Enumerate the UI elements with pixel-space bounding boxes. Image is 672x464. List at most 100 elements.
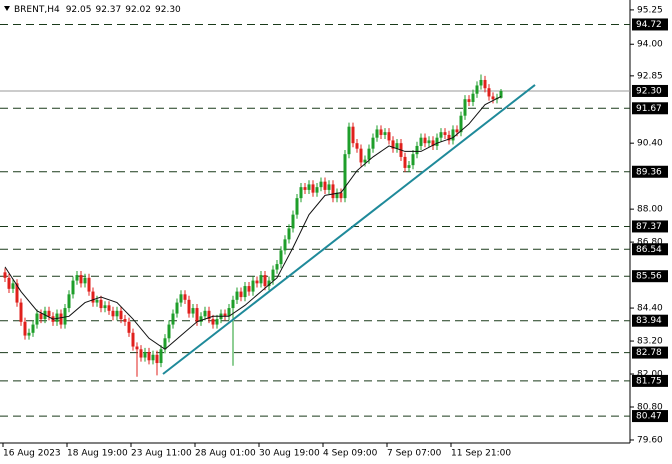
candle-body xyxy=(127,321,131,333)
header-ohlc: 92.05 xyxy=(66,5,92,15)
candle-body xyxy=(155,354,159,364)
moving-average xyxy=(4,96,502,350)
candle-body xyxy=(239,291,243,298)
candle-body xyxy=(31,324,35,333)
candle-body xyxy=(311,184,315,193)
level-label-box xyxy=(632,374,668,387)
candle-body xyxy=(395,143,399,149)
candle-body xyxy=(307,184,311,190)
candle-body xyxy=(39,313,43,320)
candle-body xyxy=(299,187,303,199)
candle-body xyxy=(391,140,395,149)
collapse-arrow[interactable] xyxy=(4,6,10,11)
candle-body xyxy=(11,283,15,289)
candle-body xyxy=(431,140,435,146)
x-tick-label: 4 Sep 09:00 xyxy=(323,449,378,459)
candle-body xyxy=(35,313,39,325)
candle-body xyxy=(3,272,7,278)
candle-body xyxy=(47,310,51,317)
level-label: 87.37 xyxy=(636,222,662,232)
candle-body xyxy=(279,250,283,265)
y-tick-label: 83.20 xyxy=(637,337,663,347)
candle-body xyxy=(175,302,179,314)
level-label: 83.94 xyxy=(636,316,662,326)
candle-body xyxy=(135,346,139,350)
candle-body xyxy=(499,90,503,98)
candle-body xyxy=(343,154,347,199)
candle-body xyxy=(67,294,71,309)
candle-body xyxy=(91,291,95,303)
candle-body xyxy=(267,280,271,287)
candle-body xyxy=(371,137,375,149)
candle-body xyxy=(99,299,103,309)
candle-body xyxy=(363,159,367,163)
candle-body xyxy=(331,184,335,199)
level-label: 86.54 xyxy=(636,245,662,255)
candle-body xyxy=(411,154,415,166)
candle-body xyxy=(247,286,251,292)
candle-body xyxy=(111,310,115,317)
candle-body xyxy=(403,156,407,168)
level-label: 85.56 xyxy=(636,272,662,282)
candle-body xyxy=(463,99,467,116)
candle-body xyxy=(455,129,459,133)
candle-body xyxy=(355,143,359,149)
trendline xyxy=(162,84,536,375)
level-label-box xyxy=(632,270,668,283)
candle-body xyxy=(15,283,19,303)
candle-body xyxy=(223,313,227,317)
level-label-box xyxy=(632,243,668,256)
candle-body xyxy=(243,286,247,298)
candle-body xyxy=(487,88,491,97)
candle-body xyxy=(95,299,99,303)
candle-body xyxy=(303,187,307,190)
candle-body xyxy=(71,280,75,295)
level-label: 89.36 xyxy=(636,167,662,177)
y-tick-label: 92.85 xyxy=(637,71,663,81)
candle-body xyxy=(375,129,379,138)
candle-body xyxy=(19,302,23,322)
candle-body xyxy=(379,129,383,135)
x-tick-label: 7 Sep 07:00 xyxy=(387,449,442,459)
candle-body xyxy=(283,239,287,251)
header-ohlc: 92.37 xyxy=(95,5,121,15)
candle-body xyxy=(143,352,147,358)
candle-body xyxy=(27,332,31,336)
level-label-box xyxy=(632,410,668,423)
candle-body xyxy=(327,184,331,190)
header-ohlc: 92.30 xyxy=(155,5,181,15)
candle-body xyxy=(287,228,291,240)
candle-body xyxy=(207,310,211,320)
candle-body xyxy=(63,308,67,325)
level-label: 94.72 xyxy=(636,20,662,30)
x-tick-label: 23 Aug 11:00 xyxy=(131,449,192,459)
candle-body xyxy=(483,79,487,89)
level-label-box xyxy=(632,314,668,327)
candle-body xyxy=(263,275,267,287)
candle-body xyxy=(419,137,423,146)
level-label: 91.67 xyxy=(636,104,662,114)
x-tick-label: 18 Aug 19:00 xyxy=(67,449,128,459)
candle-body xyxy=(471,93,475,102)
candle-body xyxy=(359,148,363,163)
y-tick-label: 90.40 xyxy=(637,139,663,149)
y-tick-label: 84.40 xyxy=(637,304,663,314)
y-tick-label: 79.60 xyxy=(637,435,663,445)
candle-body xyxy=(167,324,171,339)
candle-body xyxy=(235,291,239,300)
candle-body xyxy=(211,319,215,325)
current-price-box xyxy=(632,84,668,97)
candle-body xyxy=(115,310,119,317)
candle-body xyxy=(231,299,235,309)
y-tick-label: 80.80 xyxy=(637,402,663,412)
candle-body xyxy=(107,305,111,311)
level-label: 80.47 xyxy=(636,412,662,422)
candle-body xyxy=(147,352,151,361)
candle-body xyxy=(475,85,479,94)
candle-body xyxy=(323,181,327,190)
candle-body xyxy=(271,269,275,281)
candle-body xyxy=(183,294,187,300)
y-tick-label: 88.00 xyxy=(637,205,663,215)
x-tick-label: 11 Sep 21:00 xyxy=(451,449,511,459)
